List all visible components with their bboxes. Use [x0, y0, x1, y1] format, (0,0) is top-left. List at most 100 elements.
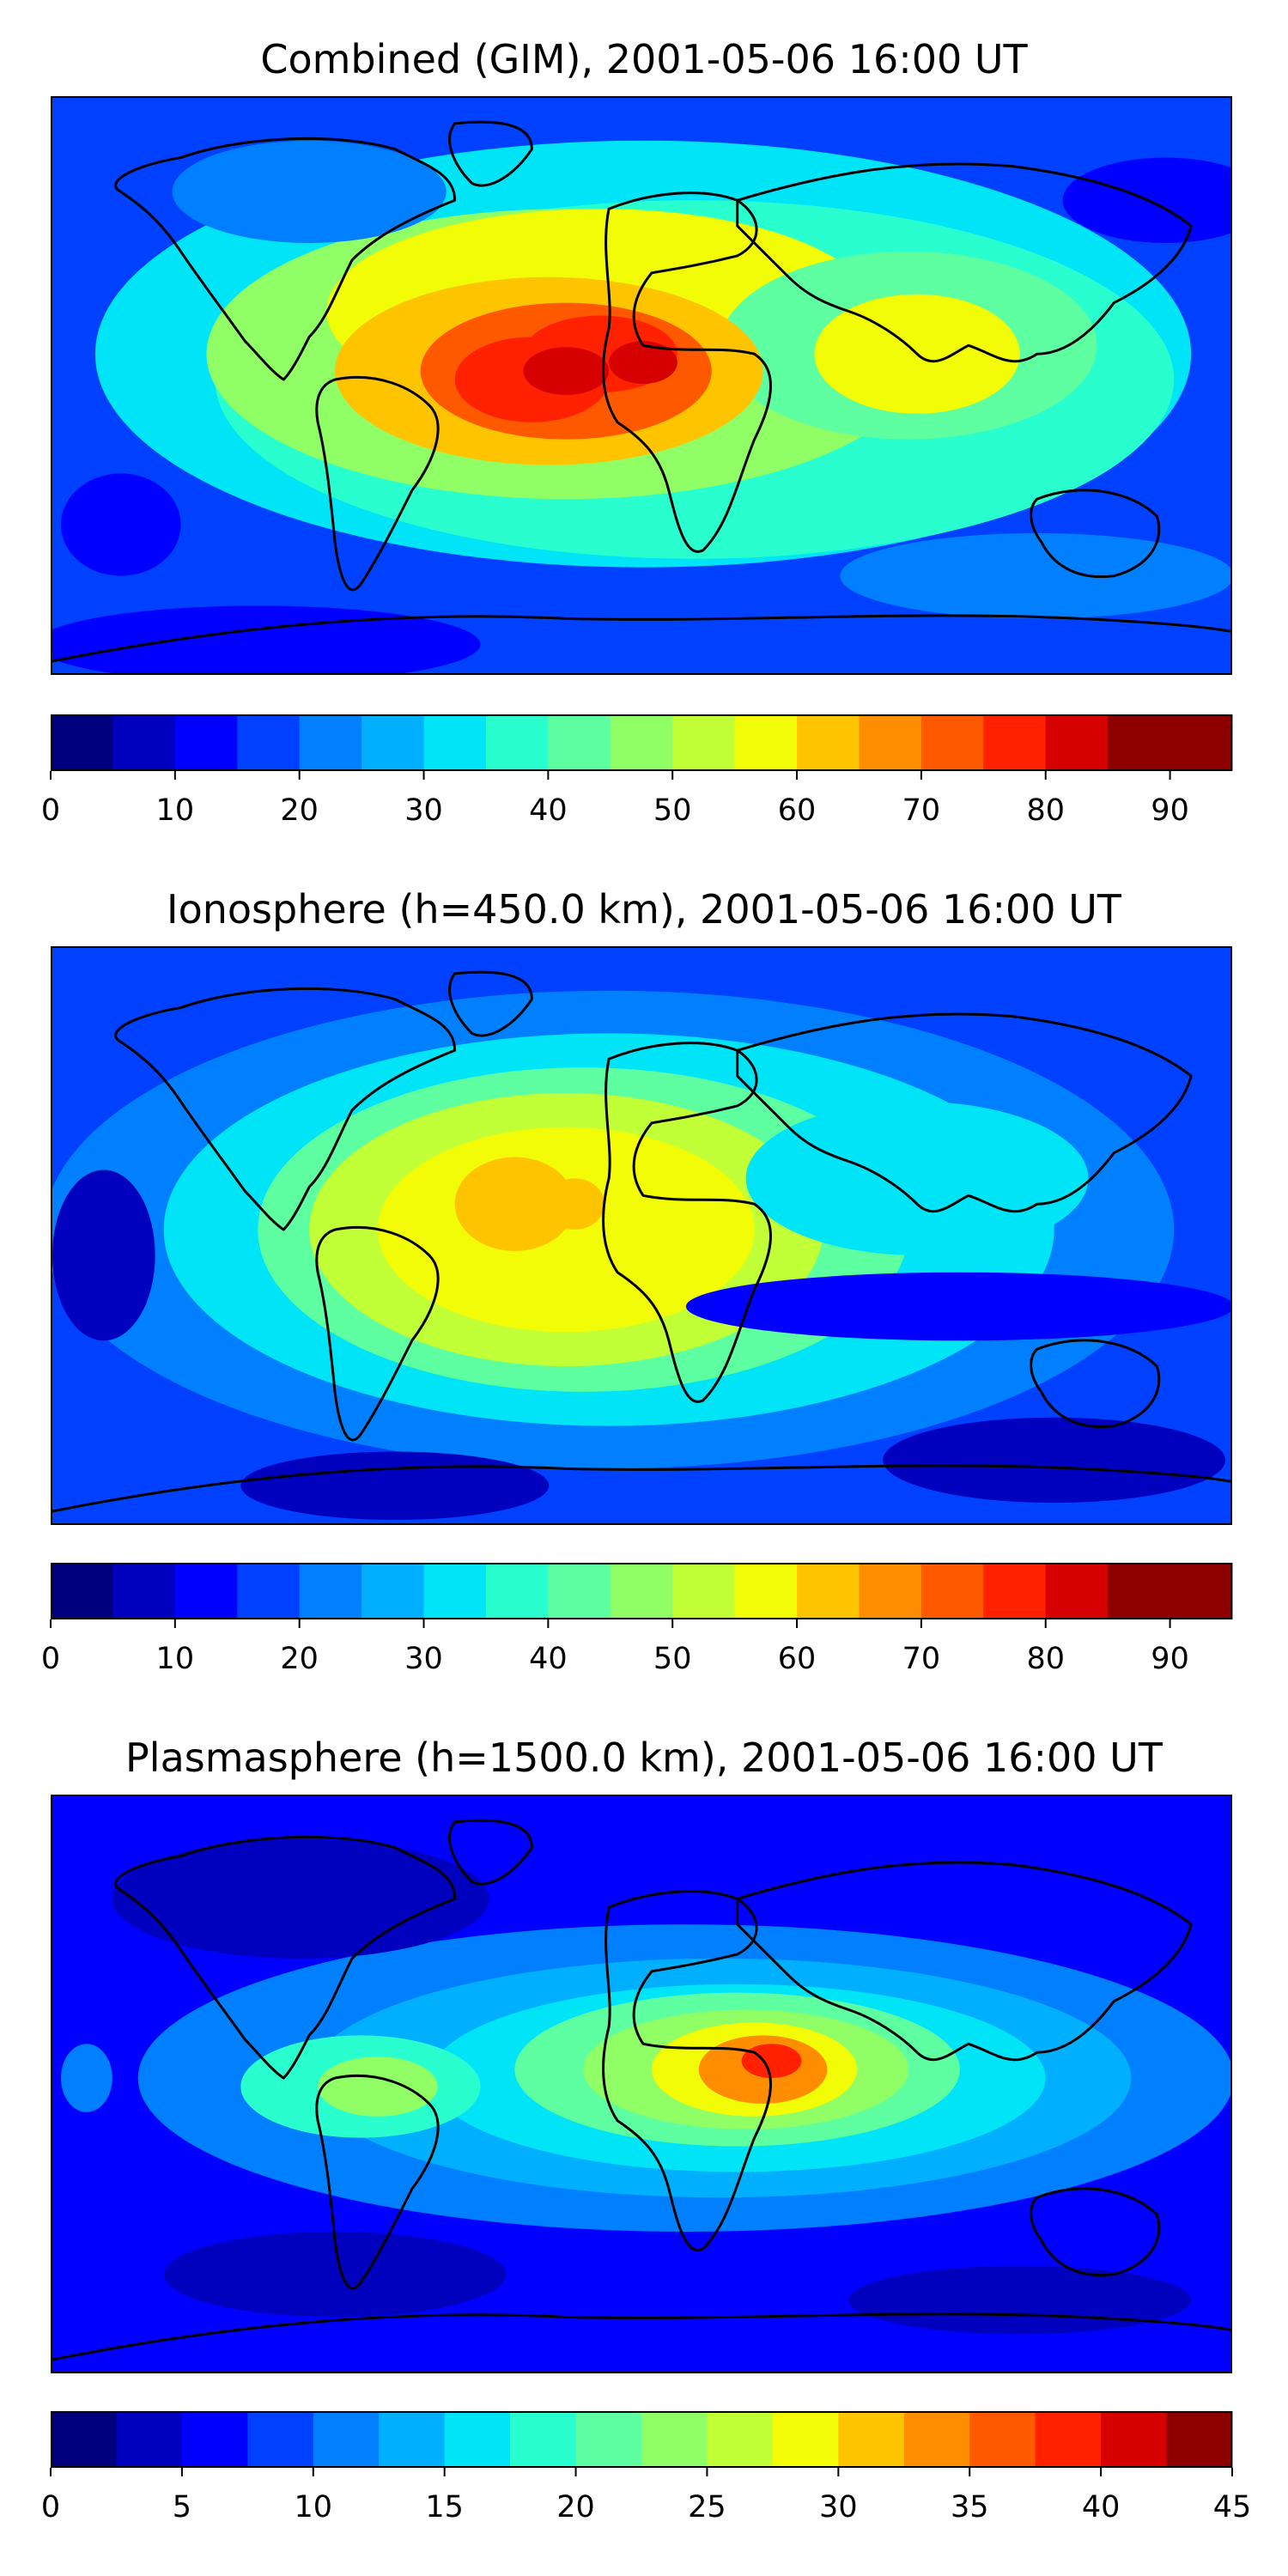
contour-level	[163, 2231, 507, 2318]
colorbar-tick-labels: 0 5 10 15 20 25 30 35 40 45	[41, 2490, 1251, 2524]
colorbar-segment	[672, 1563, 736, 1619]
colorbar-segment	[361, 1563, 425, 1619]
coastline	[52, 614, 1230, 663]
colorbar-segment	[610, 714, 673, 771]
colorbar-tick-label: 90	[1151, 793, 1189, 828]
colorbar-segment	[1170, 1563, 1233, 1619]
chart-title: Ionosphere (h=450.0 km), 2001-05-06 16:0…	[167, 886, 1121, 933]
contour-level	[52, 1170, 155, 1341]
colorbar-tick-label: 80	[1026, 793, 1066, 828]
coastline	[448, 970, 533, 1037]
coastline	[448, 120, 533, 187]
colorbar-segment	[859, 714, 922, 771]
contour-level	[454, 1157, 575, 1251]
contour-level	[60, 2044, 112, 2112]
colorbar-tick-label: 20	[556, 2490, 595, 2524]
colorbar-segment	[548, 714, 611, 771]
colorbar-segment	[174, 1563, 238, 1619]
coastline	[1030, 489, 1161, 579]
contour-level	[172, 140, 447, 243]
colorbar-frame	[51, 2411, 1232, 2468]
colorbar	[50, 2411, 1233, 2476]
colorbar-tick-label: 60	[777, 1642, 817, 1676]
colorbar-segment	[510, 2411, 577, 2468]
colorbar-segment	[903, 2411, 970, 2468]
map-plot	[51, 1795, 1232, 2373]
colorbar-segment	[1045, 1563, 1109, 1619]
colorbar-segment	[51, 714, 113, 771]
coastline	[736, 1012, 1193, 1213]
contour-level	[318, 2057, 438, 2117]
colorbar-segment	[734, 1563, 798, 1619]
colorbar-segment	[51, 1563, 113, 1619]
coastline	[1030, 1339, 1161, 1429]
colorbar-segment	[838, 2411, 905, 2468]
colorbar-tick-label: 40	[529, 1642, 568, 1676]
colorbar-tick-label: 40	[529, 793, 568, 828]
coastline	[736, 1861, 1193, 2062]
coastline	[315, 375, 440, 592]
colorbar-segment	[920, 714, 984, 771]
coastlines	[52, 120, 1230, 663]
contour-level	[544, 1178, 605, 1230]
chart-title: Combined (GIM), 2001-05-06 16:00 UT	[260, 36, 1028, 82]
colorbar-segment	[174, 714, 238, 771]
data-field	[52, 140, 1230, 673]
colorbar-tick-label: 50	[653, 793, 692, 828]
contour-level	[52, 605, 481, 673]
coastline	[114, 137, 457, 381]
colorbar-segment	[112, 714, 176, 771]
colorbar-segment	[299, 1563, 362, 1619]
coastline	[602, 1890, 772, 2251]
contour-level	[609, 341, 677, 385]
colorbar-tick-label: 10	[155, 793, 195, 828]
colorbar-segment	[112, 1563, 176, 1619]
colorbar-tick-label: 10	[294, 2490, 333, 2524]
coastline	[52, 2312, 1230, 2361]
colorbar-segment	[1108, 1563, 1171, 1619]
map-svg	[52, 1796, 1230, 2372]
colorbar	[50, 714, 1233, 780]
colorbar-segment	[983, 1563, 1047, 1619]
colorbar-segment	[920, 1563, 984, 1619]
colorbar-tick-label: 90	[1151, 1642, 1189, 1676]
contour-level	[883, 1417, 1226, 1504]
contour-level	[112, 1838, 489, 1959]
colorbar-segment	[423, 1563, 487, 1619]
colorbar-segment	[379, 2411, 446, 2468]
colorbar-segment	[734, 714, 798, 771]
coastline	[1030, 2187, 1161, 2277]
colorbar-tick-label: 70	[902, 1642, 941, 1676]
chart-title: Plasmasphere (h=1500.0 km), 2001-05-06 1…	[125, 1735, 1163, 1781]
colorbar-tick-label: 35	[950, 2490, 989, 2524]
colorbar-segment	[772, 2411, 839, 2468]
colorbar-tick-label: 5	[172, 2490, 192, 2524]
colorbar-segment	[181, 2411, 248, 2468]
map-svg	[52, 98, 1230, 673]
colorbar-segment	[116, 2411, 183, 2468]
colorbar-segment	[247, 2411, 314, 2468]
coastline	[114, 1835, 457, 2080]
coastline	[448, 1819, 533, 1886]
colorbar-segment	[361, 714, 425, 771]
colorbar-segment	[51, 2411, 117, 2468]
contour-level	[840, 532, 1230, 619]
colorbar-segment	[707, 2411, 774, 2468]
contour-level	[60, 473, 181, 576]
coastline	[52, 1464, 1230, 1513]
colorbar-segment	[859, 1563, 922, 1619]
coastline	[315, 1225, 440, 1442]
colorbar-tick-label: 70	[902, 793, 941, 828]
colorbar-segment	[575, 2411, 642, 2468]
colorbar-segment	[610, 1563, 673, 1619]
colorbar-tick-label: 30	[819, 2490, 858, 2524]
colorbar-tick-label: 30	[404, 793, 443, 828]
contour-level	[240, 1451, 550, 1521]
contour-level	[741, 2044, 802, 2079]
coastlines	[52, 970, 1230, 1513]
colorbar-segment	[1166, 2411, 1233, 2468]
colorbar	[50, 1563, 1233, 1628]
colorbar-segment	[548, 1563, 611, 1619]
colorbar-tick-label: 50	[653, 1642, 692, 1676]
colorbar-segment	[237, 714, 301, 771]
